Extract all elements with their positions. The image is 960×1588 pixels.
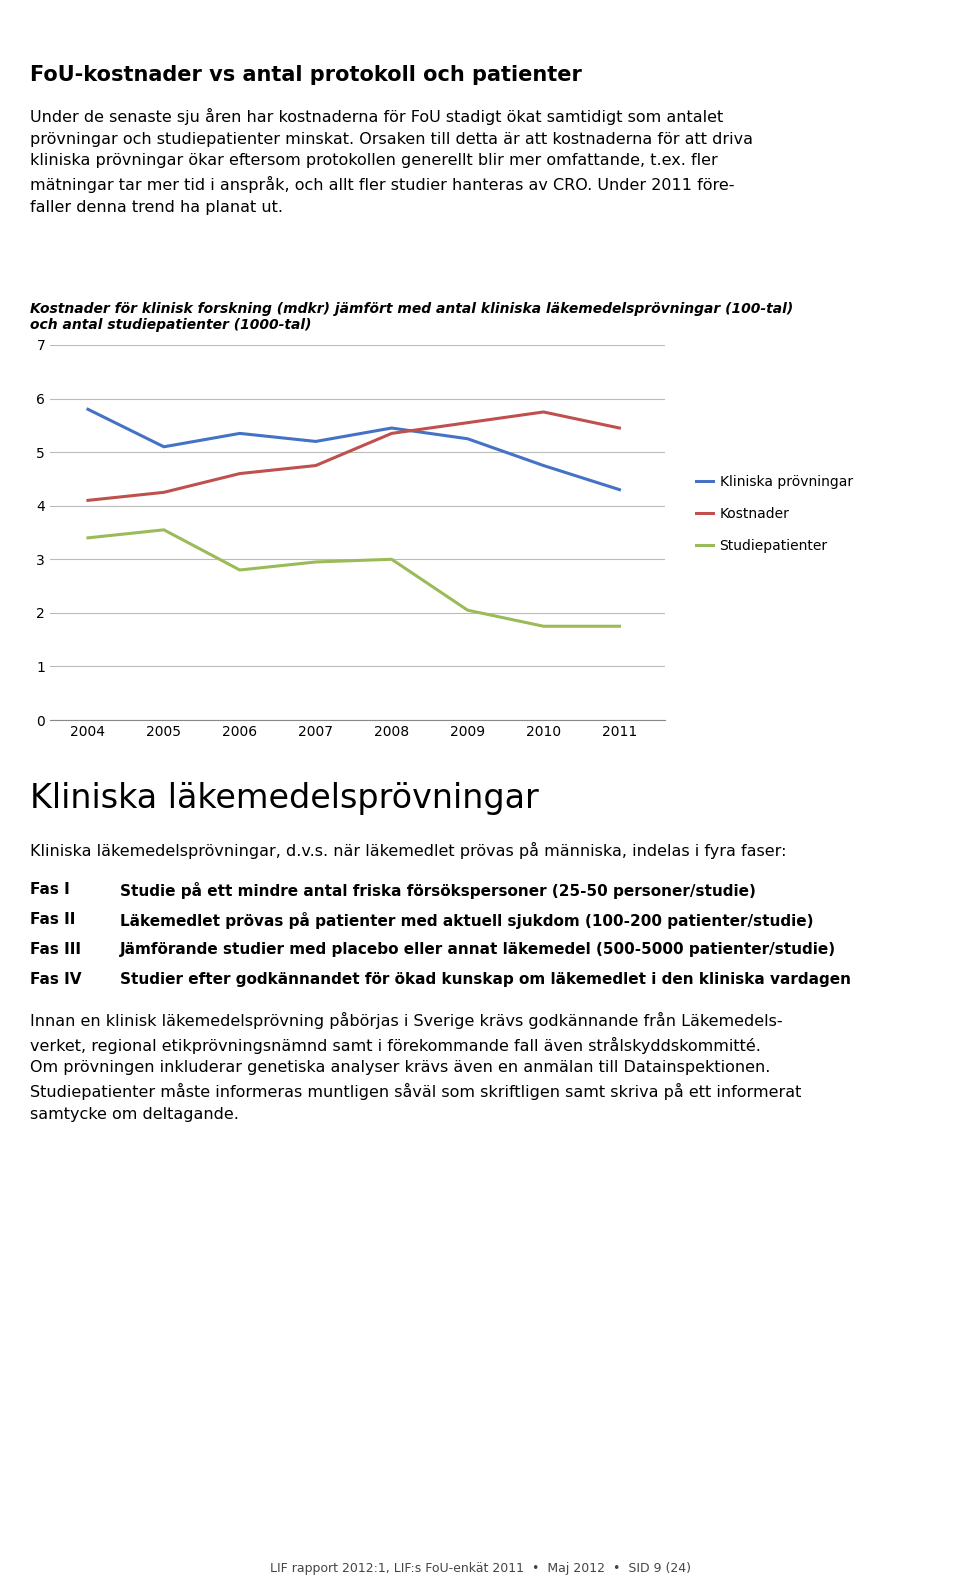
Text: Jämförande studier med placebo eller annat läkemedel (500-5000 patienter/studie): Jämförande studier med placebo eller ann… [120, 942, 836, 958]
Text: Fas II: Fas II [30, 912, 76, 927]
Text: Kliniska läkemedelsprövningar: Kliniska läkemedelsprövningar [30, 781, 539, 815]
Text: Läkemedlet prövas på patienter med aktuell sjukdom (100-200 patienter/studie): Läkemedlet prövas på patienter med aktue… [120, 912, 813, 929]
Legend: Kliniska prövningar, Kostnader, Studiepatienter: Kliniska prövningar, Kostnader, Studiepa… [690, 468, 858, 559]
Text: Fas IV: Fas IV [30, 972, 82, 988]
Text: och antal studiepatienter (1000-tal): och antal studiepatienter (1000-tal) [30, 318, 311, 332]
Text: Studie på ett mindre antal friska försökspersoner (25-50 personer/studie): Studie på ett mindre antal friska försök… [120, 881, 756, 899]
Text: Under de senaste sju åren har kostnaderna för FoU stadigt ökat samtidigt som ant: Under de senaste sju åren har kostnadern… [30, 108, 753, 214]
Text: LIF rapport 2012:1, LIF:s FoU-enkät 2011  •  Maj 2012  •  SID 9 (24): LIF rapport 2012:1, LIF:s FoU-enkät 2011… [270, 1563, 690, 1575]
Text: Innan en klinisk läkemedelsprövning påbörjas i Sverige krävs godkännande från Lä: Innan en klinisk läkemedelsprövning påbö… [30, 1012, 802, 1121]
Text: Kostnader för klinisk forskning (mdkr) jämfört med antal kliniska läkemedelspröv: Kostnader för klinisk forskning (mdkr) j… [30, 302, 793, 316]
Text: Studier efter godkännandet för ökad kunskap om läkemedlet i den kliniska vardage: Studier efter godkännandet för ökad kuns… [120, 972, 851, 988]
Text: Fas III: Fas III [30, 942, 81, 958]
Text: Fas I: Fas I [30, 881, 70, 897]
Text: Kliniska läkemedelsprövningar, d.v.s. när läkemedlet prövas på människa, indelas: Kliniska läkemedelsprövningar, d.v.s. nä… [30, 842, 786, 859]
Text: FoU-kostnader vs antal protokoll och patienter: FoU-kostnader vs antal protokoll och pat… [30, 65, 582, 86]
